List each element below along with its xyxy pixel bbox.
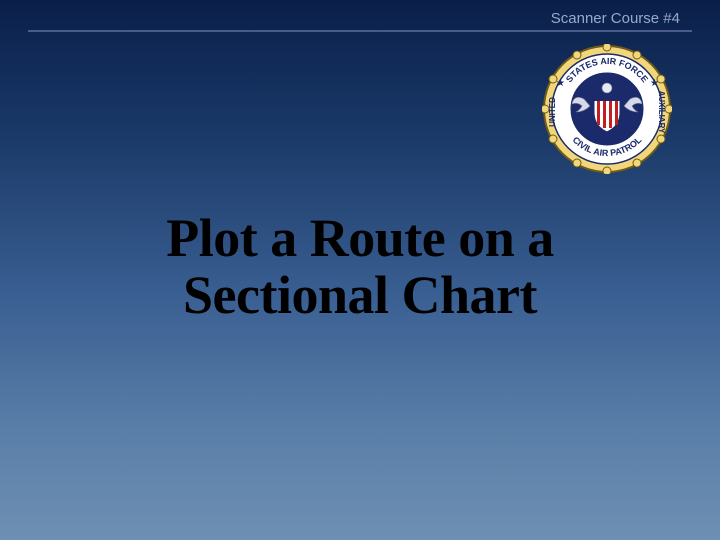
seal-left-text: UNITED xyxy=(548,97,557,127)
title-line-2: Sectional Chart xyxy=(0,267,720,324)
seal-right-text: AUXILIARY xyxy=(657,91,666,134)
slide: Scanner Course #4 xyxy=(0,0,720,540)
title-line-1: Plot a Route on a xyxy=(0,210,720,267)
header-divider xyxy=(28,30,692,32)
svg-text:★: ★ xyxy=(556,78,565,89)
cap-seal-icon: STATES AIR FORCE CIVIL AIR PATROL UNITED… xyxy=(542,44,672,174)
slide-title: Plot a Route on a Sectional Chart xyxy=(0,210,720,323)
course-label: Scanner Course #4 xyxy=(551,10,680,27)
svg-text:★: ★ xyxy=(650,78,659,89)
